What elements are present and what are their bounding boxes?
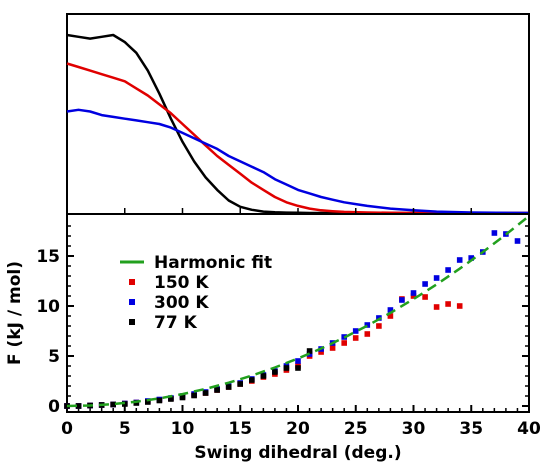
- legend-swatch-point: [129, 299, 135, 305]
- data-point-77-k: [110, 401, 116, 408]
- data-point-150-k: [445, 301, 451, 307]
- data-point-300-k: [295, 358, 301, 364]
- data-point-300-k: [364, 322, 371, 328]
- data-point-77-k: [179, 394, 186, 401]
- data-point-150-k: [329, 345, 336, 351]
- x-tick-label: 10: [171, 419, 195, 439]
- data-point-150-k: [352, 335, 359, 341]
- y-axis-title: F (kJ / mol): [5, 261, 25, 365]
- data-point-77-k: [75, 403, 82, 409]
- data-point-77-k: [249, 377, 255, 383]
- data-point-300-k: [422, 281, 428, 287]
- data-point-150-k: [422, 294, 428, 300]
- y-tick-label: 15: [36, 247, 60, 267]
- legend-label: 300 K: [154, 293, 209, 313]
- data-point-77-k: [260, 373, 267, 379]
- data-point-300-k: [456, 257, 463, 263]
- data-point-77-k: [237, 381, 243, 387]
- data-point-300-k: [468, 255, 474, 261]
- data-point-77-k: [202, 390, 209, 396]
- y-tick-label: 0: [48, 397, 60, 417]
- x-tick-label: 35: [459, 419, 483, 439]
- top-series-line-1: [66, 62, 529, 215]
- bottom-plot-frame: [66, 213, 530, 413]
- data-point-150-k: [318, 349, 324, 355]
- x-tick-label: 5: [119, 419, 131, 439]
- data-point-150-k: [456, 303, 463, 309]
- data-point-77-k: [214, 387, 220, 393]
- data-point-300-k: [433, 275, 440, 281]
- y-tick-label: 5: [48, 347, 60, 367]
- data-point-300-k: [410, 290, 417, 296]
- data-point-77-k: [272, 369, 278, 375]
- data-point-300-k: [445, 267, 451, 273]
- y-tick-label: 10: [36, 297, 60, 317]
- harmonic-fit-line: [66, 215, 530, 408]
- bottom-series-group: [64, 215, 530, 409]
- data-point-150-k: [410, 293, 417, 299]
- data-point-77-k: [133, 400, 140, 406]
- legend-label: Harmonic fit: [154, 253, 272, 273]
- data-point-300-k: [491, 230, 498, 236]
- data-point-300-k: [514, 238, 521, 244]
- top-series-line-0: [66, 33, 529, 215]
- data-point-77-k: [145, 399, 151, 405]
- legend-label: 150 K: [154, 273, 209, 293]
- data-point-150-k: [387, 313, 394, 319]
- data-point-77-k: [156, 397, 163, 404]
- x-tick-label: 20: [286, 419, 310, 439]
- legend-swatch-point: [129, 319, 135, 325]
- data-point-150-k: [364, 331, 371, 337]
- x-tick-label: 25: [344, 419, 368, 439]
- data-point-77-k: [225, 384, 232, 390]
- data-point-150-k: [433, 304, 440, 310]
- bottom-ticks-group: 0 5 10 15 20 25 30 35 40 0 5 10 15: [36, 208, 541, 439]
- x-tick-label: 0: [61, 419, 73, 439]
- x-tick-label: 15: [228, 419, 252, 439]
- data-point-77-k: [295, 365, 301, 371]
- top-plot-frame: [66, 13, 530, 215]
- legend-swatch-point: [129, 279, 135, 285]
- top-panel: [66, 13, 530, 215]
- data-point-77-k: [191, 392, 197, 399]
- top-series-line-2: [66, 108, 530, 215]
- x-axis-title: Swing dihedral (deg.): [194, 443, 401, 462]
- data-point-77-k: [168, 396, 174, 402]
- top-series-group: [66, 33, 530, 215]
- data-point-77-k: [283, 365, 290, 371]
- x-tick-label: 30: [402, 419, 426, 439]
- data-point-150-k: [341, 340, 347, 346]
- data-point-77-k: [306, 348, 313, 354]
- data-point-150-k: [376, 323, 382, 329]
- x-tick-label: 40: [517, 419, 541, 439]
- data-point-300-k: [387, 307, 394, 313]
- data-point-300-k: [399, 297, 405, 303]
- data-point-300-k: [352, 328, 359, 334]
- legend-label: 77 K: [154, 313, 198, 333]
